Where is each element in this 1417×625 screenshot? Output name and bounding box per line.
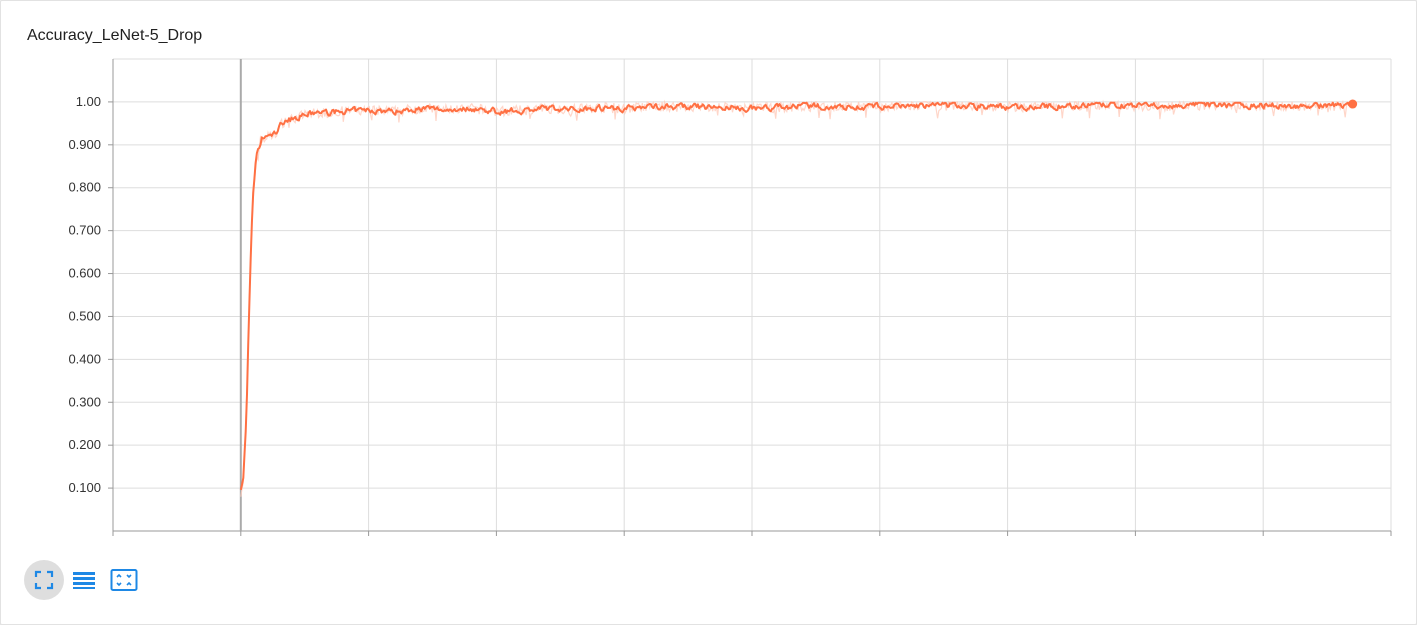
y-tick-label: 0.700 bbox=[68, 223, 101, 238]
y-tick-label: 1.00 bbox=[76, 94, 101, 109]
toggle-y-axis-log-icon bbox=[73, 572, 95, 589]
fit-domain-button[interactable] bbox=[24, 560, 64, 600]
smoothed-series-line[interactable] bbox=[239, 101, 1353, 491]
y-tick-label: 0.100 bbox=[68, 480, 101, 495]
y-tick-label: 0.500 bbox=[68, 308, 101, 323]
last-value-marker[interactable] bbox=[1348, 99, 1358, 109]
chart-toolbar bbox=[24, 560, 144, 600]
raw-series-line bbox=[240, 99, 1354, 497]
y-tick-label: 0.300 bbox=[68, 394, 101, 409]
chart-title: Accuracy_LeNet-5_Drop bbox=[27, 27, 203, 44]
expand-chart-button[interactable] bbox=[104, 560, 144, 600]
y-tick-label: 0.800 bbox=[68, 180, 101, 195]
y-tick-label: 0.400 bbox=[68, 351, 101, 366]
y-tick-label: 0.900 bbox=[68, 137, 101, 152]
y-tick-label: 0.200 bbox=[68, 437, 101, 452]
expand-chart-icon bbox=[110, 569, 138, 591]
y-tick-label: 0.600 bbox=[68, 266, 101, 281]
toggle-log-scale-button[interactable] bbox=[64, 560, 104, 600]
fit-domain-icon bbox=[34, 570, 54, 590]
